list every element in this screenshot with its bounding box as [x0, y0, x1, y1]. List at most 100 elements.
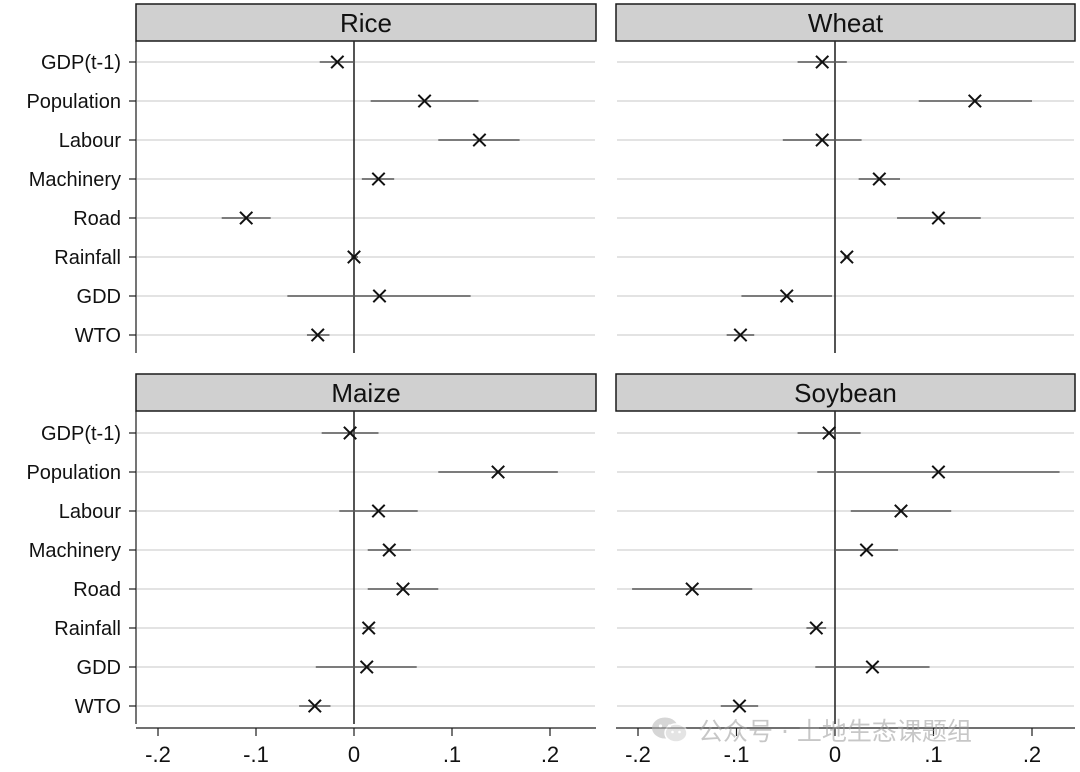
point-estimate-marker	[732, 699, 747, 713]
marker-stroke	[931, 211, 946, 225]
point-estimate-marker	[931, 465, 946, 479]
point-estimate-marker	[330, 55, 345, 69]
panel-title-strip	[615, 3, 1076, 42]
marker-stroke	[815, 55, 830, 69]
y-tick-label: GDD	[77, 657, 121, 679]
point-estimate-marker	[809, 621, 824, 635]
point-estimate-marker	[372, 289, 387, 303]
watermark: 公众号 · 土地生态课题组	[650, 712, 972, 748]
x-tick-label: -.1	[724, 742, 750, 767]
point-estimate-marker	[815, 55, 830, 69]
point-estimate-marker	[239, 211, 254, 225]
panel-title-strip	[135, 3, 597, 42]
panel-title-strip	[615, 373, 1076, 412]
point-estimate-marker	[361, 621, 376, 635]
marker-stroke	[343, 426, 357, 440]
point-estimate-marker	[371, 504, 386, 518]
y-tick-label: Road	[73, 208, 121, 230]
marker-stroke	[809, 621, 824, 635]
marker-stroke	[371, 504, 386, 518]
point-estimate-marker	[822, 426, 836, 440]
marker-stroke	[779, 289, 794, 303]
x-axis-right: -.2 -.1 0 .1 .2	[616, 727, 1075, 767]
panel-title: Wheat	[808, 8, 884, 38]
marker-stroke	[359, 660, 374, 674]
marker-stroke	[491, 465, 505, 479]
panel-title-strip	[135, 373, 597, 412]
y-tick-label: Population	[26, 91, 121, 113]
marker-stroke	[685, 582, 700, 596]
marker-stroke	[396, 582, 410, 596]
point-estimate-marker	[967, 94, 982, 108]
panel-rice: Rice GDP(t-1) Population Labour Machinery Roa…	[26, 3, 597, 353]
y-tick-label: Rainfall	[54, 618, 121, 640]
marker-stroke	[822, 426, 836, 440]
point-estimate-marker	[310, 328, 325, 342]
point-estimate-marker	[347, 250, 361, 264]
marker-stroke	[931, 465, 946, 479]
marker-stroke	[839, 250, 854, 264]
x-tick-label: -.2	[625, 742, 651, 767]
point-estimate-marker	[472, 133, 487, 147]
point-estimate-marker	[815, 133, 830, 147]
marker-stroke	[307, 699, 322, 713]
point-estimate-marker	[359, 660, 374, 674]
y-tick-label: Labour	[59, 501, 122, 523]
y-tick-label: GDP(t-1)	[41, 52, 121, 74]
x-tick-label: .2	[1023, 742, 1041, 767]
point-estimate-marker	[779, 289, 794, 303]
x-tick-label: -.2	[145, 742, 171, 767]
marker-stroke	[347, 250, 361, 264]
point-estimate-marker	[733, 328, 748, 342]
panel-wheat: Wheat	[615, 3, 1076, 353]
x-tick-label: 0	[829, 742, 841, 767]
point-estimate-marker	[865, 660, 880, 674]
marker-stroke	[733, 328, 748, 342]
panel-soybean: Soybean	[615, 373, 1076, 724]
panel-title: Soybean	[794, 378, 897, 408]
panel-title: Maize	[331, 378, 400, 408]
marker-stroke	[239, 211, 254, 225]
marker-stroke	[732, 699, 747, 713]
marker-stroke	[815, 133, 830, 147]
y-tick-label: GDP(t-1)	[41, 423, 121, 445]
y-tick-label: Rainfall	[54, 247, 121, 269]
y-tick-label: Population	[26, 462, 121, 484]
marker-stroke	[859, 543, 874, 557]
panel-title: Rice	[340, 8, 392, 38]
point-estimate-marker	[685, 582, 700, 596]
point-estimate-marker	[382, 543, 397, 557]
marker-stroke	[872, 172, 887, 186]
point-estimate-marker	[859, 543, 874, 557]
y-tick-label: Machinery	[29, 169, 121, 191]
wechat-icon	[652, 717, 688, 743]
panel-maize: Maize GDP(t-1) Population Labour Machinery Ro…	[26, 373, 597, 724]
marker-stroke	[382, 543, 397, 557]
y-tick-label: WTO	[75, 696, 121, 718]
point-estimate-marker	[343, 426, 357, 440]
x-tick-label: 0	[348, 742, 360, 767]
x-tick-label: -.1	[243, 742, 269, 767]
point-estimate-marker	[491, 465, 505, 479]
marker-stroke	[330, 55, 345, 69]
x-axis-left: -.2 -.1 0 .1 .2	[136, 727, 596, 767]
y-tick-label: Machinery	[29, 540, 121, 562]
marker-stroke	[967, 94, 982, 108]
x-tick-label: .1	[443, 742, 461, 767]
point-estimate-marker	[894, 504, 908, 518]
y-tick-label: WTO	[75, 325, 121, 347]
marker-stroke	[310, 328, 325, 342]
marker-stroke	[417, 94, 432, 108]
x-tick-label: .1	[924, 742, 942, 767]
y-tick-label: GDD	[77, 286, 121, 308]
x-tick-label: .2	[541, 742, 559, 767]
y-tick-label: Labour	[59, 130, 122, 152]
point-estimate-marker	[839, 250, 854, 264]
marker-stroke	[865, 660, 880, 674]
point-estimate-marker	[931, 211, 946, 225]
marker-stroke	[472, 133, 487, 147]
point-estimate-marker	[307, 699, 322, 713]
marker-stroke	[894, 504, 908, 518]
point-estimate-marker	[396, 582, 410, 596]
